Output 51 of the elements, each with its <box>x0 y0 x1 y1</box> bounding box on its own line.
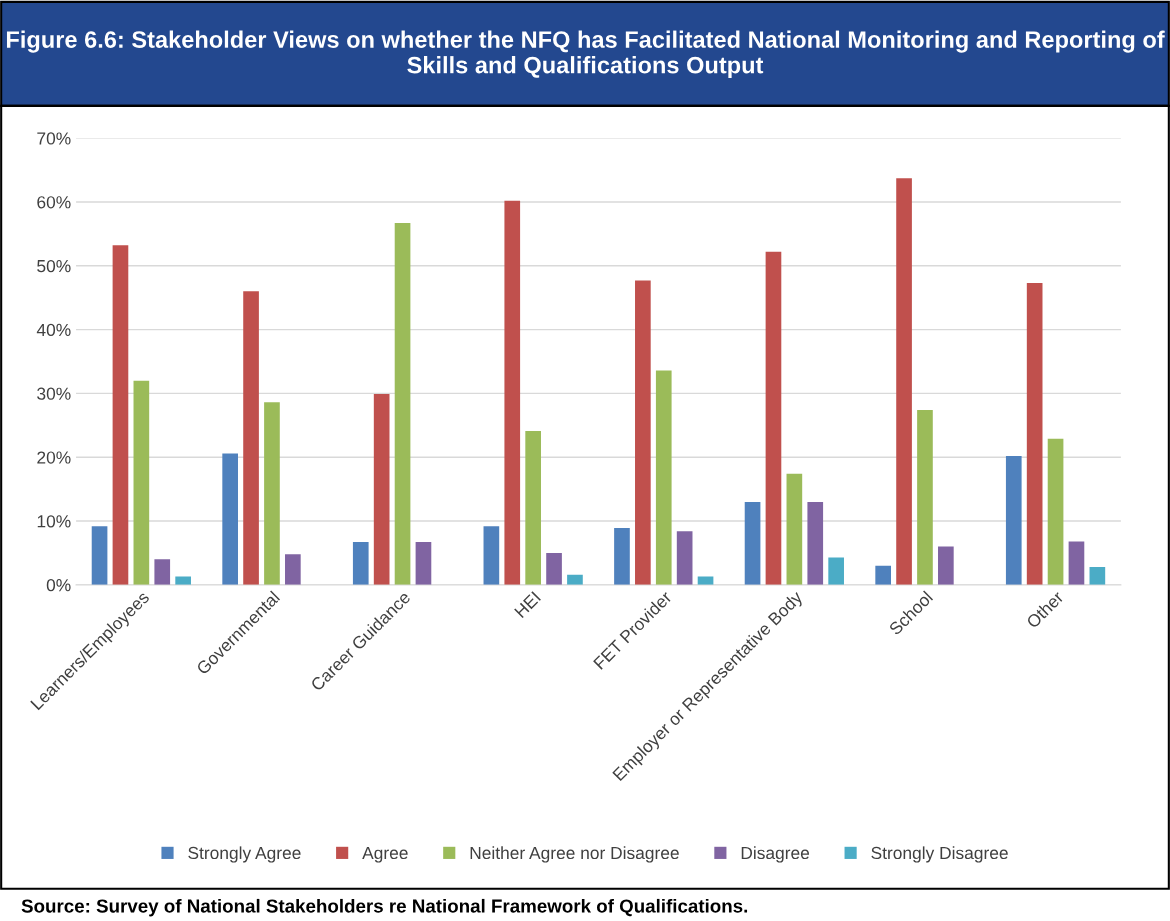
y-tick-label: 0% <box>46 579 71 592</box>
bar <box>222 453 238 585</box>
source-note: Source: Survey of National Stakeholders re National Framework of Qualifications. <box>21 898 748 917</box>
x-tick-label: HEI <box>514 591 541 619</box>
bar <box>1068 541 1085 585</box>
bar <box>285 554 301 585</box>
y-tick-label: 30% <box>37 387 71 400</box>
bar <box>807 501 824 585</box>
bar <box>1089 566 1106 585</box>
y-tick-label: 20% <box>37 451 71 464</box>
y-tick-label: 40% <box>36 323 71 337</box>
legend-label: Agree <box>362 847 408 863</box>
legend-label: Strongly Disagree <box>871 846 1008 863</box>
bar <box>786 473 803 585</box>
legend-label: Disagree <box>741 846 810 863</box>
bar <box>546 552 562 585</box>
bar <box>635 280 651 585</box>
bar <box>567 574 583 585</box>
bar <box>243 291 259 585</box>
bar <box>655 370 672 585</box>
bar <box>415 542 432 585</box>
bar <box>264 402 280 585</box>
y-tick-label: 50% <box>37 259 71 273</box>
bar <box>394 223 411 585</box>
bar <box>765 251 782 585</box>
bar <box>875 565 891 585</box>
bar <box>483 526 500 585</box>
y-tick-label: 10% <box>37 515 71 528</box>
bar <box>938 546 954 585</box>
bar <box>1047 438 1064 585</box>
bar <box>744 501 761 585</box>
bar <box>91 526 108 585</box>
chart-title: Figure 6.6: Stakeholder Views on whether the NFQ has Facilitated National Monitoring and Reporting of Skills and Qualifications Output <box>6 30 1165 79</box>
bar <box>373 394 390 585</box>
bar <box>1005 455 1022 585</box>
y-tick-label: 70% <box>37 132 71 145</box>
bar <box>112 245 129 585</box>
legend-label: Neither Agree nor Disagree <box>470 846 679 863</box>
bar <box>1026 283 1043 585</box>
bar <box>676 531 693 585</box>
bar <box>896 178 912 585</box>
bar <box>154 559 171 585</box>
bar <box>352 542 369 585</box>
bar <box>917 409 933 585</box>
y-tick-label: 60% <box>37 196 71 209</box>
bar <box>525 431 541 585</box>
bar <box>614 528 630 585</box>
bar <box>504 200 521 585</box>
bar <box>133 380 150 585</box>
bar <box>828 557 844 585</box>
legend-label: Strongly Agree <box>188 846 301 863</box>
